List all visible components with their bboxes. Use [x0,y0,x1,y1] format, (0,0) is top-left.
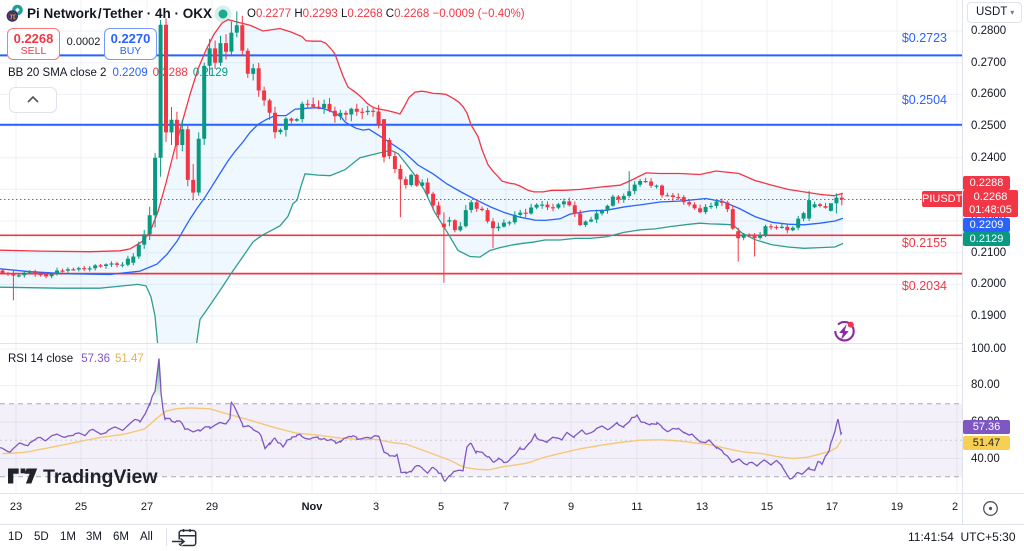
svg-text:π: π [10,12,16,21]
svg-text:TradingView: TradingView [43,466,158,488]
